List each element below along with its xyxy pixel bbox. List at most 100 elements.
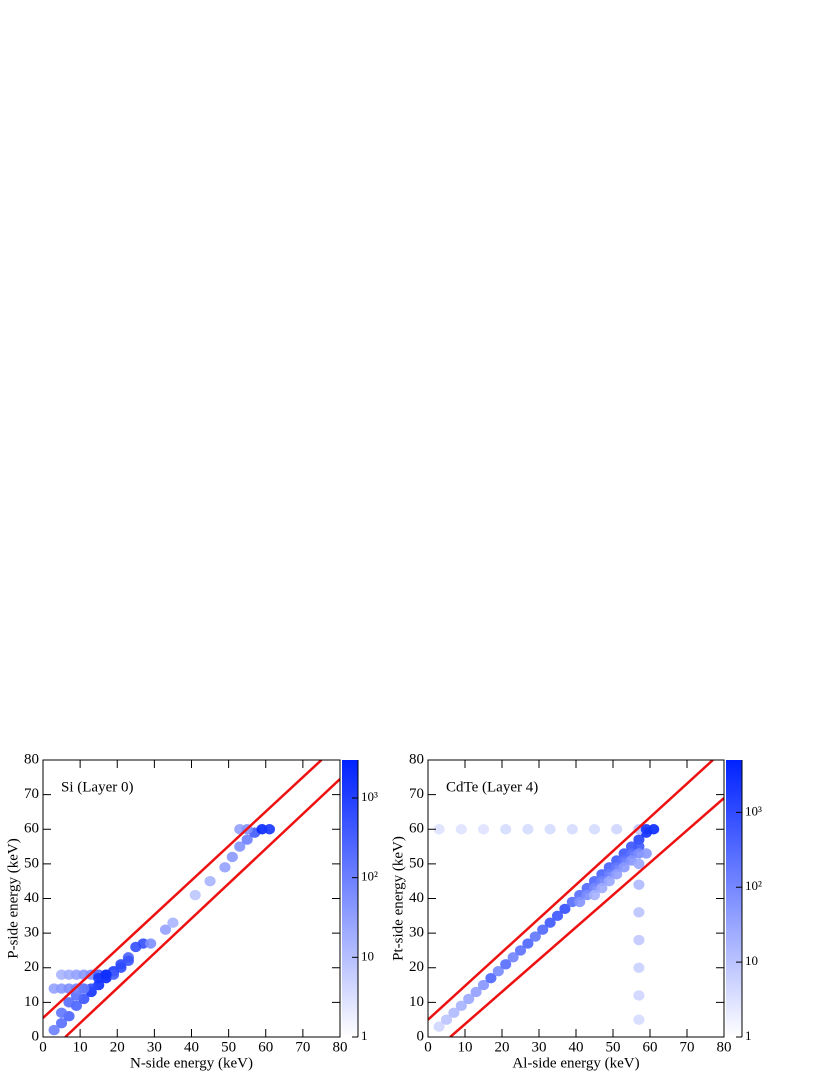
heat-cell — [574, 896, 586, 908]
y-tick-label: 0 — [417, 1028, 425, 1044]
heat-cell — [640, 848, 652, 859]
x-tick-label: 80 — [717, 1039, 732, 1055]
y-tick-label: 10 — [409, 994, 424, 1010]
colorbar-tick-label: 10³ — [361, 789, 378, 804]
heat-cell — [241, 834, 253, 845]
heat-cell — [618, 862, 630, 873]
heat-cell — [470, 986, 482, 998]
y-tick-label: 20 — [24, 959, 39, 975]
heat-cell — [640, 824, 652, 835]
heat-cell — [507, 952, 519, 963]
heat-cell — [219, 862, 231, 873]
colorbar-tick-label: 1 — [361, 1028, 368, 1043]
panel-title: CdTe (Layer 4) — [446, 779, 538, 795]
y-tick-label: 60 — [409, 821, 424, 837]
x-tick-label: 20 — [495, 1039, 510, 1055]
colorbar-tick-label: 10 — [361, 948, 374, 963]
x-tick-label: 30 — [147, 1039, 162, 1055]
x-tick-label: 70 — [295, 1039, 310, 1055]
y-tick-label: 80 — [409, 751, 424, 767]
colorbar-tick-label: 1 — [745, 1028, 752, 1043]
panel-title: Si (Layer 0) — [61, 779, 133, 795]
heat-cell — [611, 869, 623, 880]
y-tick-label: 60 — [24, 821, 39, 837]
heat-cell — [633, 1014, 645, 1025]
heat-cell — [596, 882, 608, 894]
heat-cell — [566, 824, 578, 835]
x-axis-title: N-side energy (keV) — [130, 1055, 253, 1071]
y-tick-label: 70 — [24, 786, 39, 802]
y-tick-label: 50 — [409, 855, 424, 871]
heat-cell — [551, 910, 564, 922]
heat-cell — [485, 972, 497, 984]
heat-cell — [55, 1007, 68, 1018]
colorbar-tick-label: 10 — [745, 953, 758, 968]
y-axis-title: Pt-side energy (keV) — [390, 836, 406, 961]
heat-cell — [500, 959, 512, 970]
heat-cell — [477, 824, 490, 835]
x-tick-label: 0 — [39, 1039, 47, 1055]
x-tick-label: 50 — [221, 1039, 236, 1055]
y-tick-label: 50 — [24, 855, 39, 871]
y-tick-label: 40 — [24, 890, 39, 906]
y-tick-label: 10 — [24, 994, 39, 1010]
x-tick-label: 10 — [458, 1039, 473, 1055]
heat-cell — [500, 824, 512, 835]
heat-cell — [633, 879, 645, 890]
x-tick-label: 80 — [333, 1039, 348, 1055]
heat-cell — [226, 851, 238, 863]
heat-cell — [544, 824, 556, 835]
heat-cell — [48, 1024, 60, 1036]
heat-cell — [588, 824, 601, 835]
heat-cell — [263, 824, 276, 835]
x-tick-label: 0 — [424, 1039, 432, 1055]
heat-cell — [559, 903, 571, 915]
colorbar — [726, 760, 742, 1037]
heat-cell — [78, 983, 90, 994]
heat-cell — [492, 966, 504, 977]
heat-cell — [633, 990, 645, 1001]
heat-cell — [514, 945, 527, 956]
heat-cell — [522, 824, 534, 835]
x-tick-label: 50 — [606, 1039, 621, 1055]
x-tick-label: 70 — [680, 1039, 695, 1055]
heat-cell — [433, 824, 445, 835]
colorbar-tick-label: 10² — [745, 878, 762, 893]
heat-cell — [440, 1014, 453, 1025]
cut-line — [43, 760, 323, 1019]
x-tick-label: 40 — [569, 1039, 584, 1055]
heat-cell — [234, 841, 246, 852]
x-tick-label: 60 — [258, 1039, 273, 1055]
heat-cell — [433, 1021, 445, 1032]
heat-cell — [159, 924, 172, 935]
x-axis-title: Al-side energy (keV) — [512, 1055, 639, 1071]
cut-line — [64, 778, 340, 1037]
y-tick-label: 30 — [24, 925, 39, 941]
heat-cell — [145, 938, 157, 949]
heat-cell — [167, 917, 179, 928]
x-tick-label: 10 — [73, 1039, 88, 1055]
heat-cell — [204, 875, 216, 887]
heat-cell — [537, 924, 549, 935]
heat-cell — [633, 934, 645, 946]
colorbar — [342, 760, 358, 1037]
heat-cell — [100, 969, 112, 980]
heat-cell — [55, 1017, 68, 1029]
heat-cell — [633, 858, 645, 870]
y-tick-label: 40 — [409, 890, 424, 906]
y-axis-title: P-side energy (keV) — [5, 838, 21, 959]
cut-line — [428, 760, 714, 1021]
heat-cell — [544, 917, 556, 928]
heat-cell — [633, 962, 645, 973]
heat-cell — [477, 979, 490, 991]
x-tick-label: 60 — [643, 1039, 658, 1055]
x-tick-label: 30 — [532, 1039, 547, 1055]
x-tick-label: 20 — [110, 1039, 125, 1055]
heat-cell — [603, 875, 615, 887]
heat-cell — [588, 889, 601, 901]
colorbar-tick-label: 10² — [361, 869, 378, 884]
heat-cell — [455, 1000, 467, 1012]
heat-cell — [633, 907, 645, 918]
cut-line — [449, 797, 724, 1037]
